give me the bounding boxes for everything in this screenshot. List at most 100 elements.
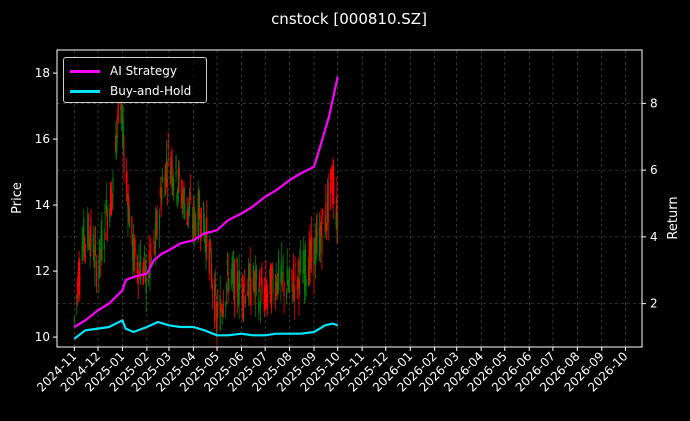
price-candle	[243, 295, 245, 305]
price-candle	[292, 271, 295, 284]
chart-title: cnstock [000810.SZ]	[271, 10, 427, 28]
price-candle	[98, 239, 101, 271]
price-candle	[125, 173, 127, 186]
price-candle	[192, 204, 194, 226]
price-candle	[158, 215, 161, 230]
price-candle	[299, 260, 301, 277]
price-candle	[314, 240, 316, 264]
price-candle	[325, 202, 327, 230]
price-candle	[319, 231, 321, 253]
price-candle	[95, 261, 98, 286]
legend-label-strategy: AI Strategy	[110, 64, 177, 78]
legend-swatch-buyhold	[70, 89, 100, 93]
price-candle	[95, 240, 97, 244]
price-candle	[166, 178, 168, 186]
price-candle	[203, 201, 205, 235]
price-candle	[333, 175, 335, 204]
price-candle	[101, 230, 103, 261]
price-candle	[167, 143, 169, 148]
price-candle	[94, 244, 96, 268]
price-candle	[155, 217, 157, 238]
y-tick-label: 18	[35, 66, 50, 80]
price-candle	[252, 265, 254, 289]
price-candle	[241, 276, 243, 304]
price-candle	[270, 272, 273, 309]
price-candle	[171, 160, 173, 182]
price-candle	[293, 285, 295, 302]
price-candle	[131, 216, 133, 238]
price-candle	[211, 284, 213, 291]
price-candle	[210, 243, 212, 248]
price-candle	[237, 298, 239, 304]
price-candle	[90, 217, 92, 247]
y2-tick-label: 8	[650, 96, 658, 110]
price-candle	[277, 258, 280, 290]
price-candle	[244, 284, 246, 286]
price-candle	[93, 264, 95, 266]
price-candle	[81, 245, 83, 261]
price-candle	[220, 306, 222, 309]
legend-swatch-strategy	[70, 69, 100, 73]
price-candle	[271, 263, 273, 273]
price-candle	[180, 194, 183, 204]
price-candle	[269, 269, 271, 279]
price-candle	[188, 207, 190, 213]
price-candle	[106, 211, 109, 233]
price-candle	[266, 289, 268, 307]
price-candle	[209, 246, 211, 259]
price-candle	[310, 243, 312, 258]
price-candle	[109, 208, 111, 222]
price-candle	[123, 154, 125, 172]
price-candle	[112, 177, 114, 191]
price-candle	[261, 277, 263, 294]
price-candle	[265, 276, 267, 301]
price-candle	[308, 243, 310, 283]
price-candle	[298, 283, 300, 299]
price-candle	[159, 187, 161, 197]
price-candle	[315, 229, 317, 255]
price-candle	[194, 213, 196, 227]
price-candle	[248, 267, 250, 278]
price-candle	[249, 263, 251, 305]
price-candle	[139, 269, 141, 279]
price-candle	[329, 169, 332, 194]
price-candle	[76, 295, 78, 298]
price-candle	[276, 290, 278, 292]
y2-tick-label: 6	[650, 163, 658, 177]
price-candle	[156, 210, 158, 236]
price-candle	[231, 263, 233, 271]
price-candle	[255, 267, 257, 298]
price-candle	[233, 260, 235, 306]
price-candle	[327, 183, 329, 223]
y-tick-label: 10	[35, 330, 50, 344]
y2-axis-label: Return	[666, 196, 681, 239]
price-candle	[175, 156, 177, 176]
price-candle	[303, 249, 305, 272]
price-candle	[82, 239, 84, 246]
price-candle	[144, 261, 146, 280]
price-candle	[183, 185, 185, 190]
price-candle	[83, 218, 85, 256]
price-candle	[139, 256, 142, 285]
price-candle	[318, 226, 321, 257]
price-candle	[275, 275, 277, 290]
legend-item-buyhold: Buy-and-Hold	[70, 81, 200, 101]
price-candle	[208, 242, 210, 275]
price-candle	[106, 199, 108, 214]
price-candle	[143, 252, 146, 256]
price-candle	[83, 237, 86, 248]
price-candle	[198, 193, 200, 226]
price-candle	[264, 288, 266, 296]
price-candle	[92, 233, 94, 253]
price-candle	[332, 172, 334, 191]
price-candle	[117, 117, 119, 121]
price-candle	[188, 202, 191, 216]
legend-item-strategy: AI Strategy	[70, 61, 200, 81]
price-candle	[260, 280, 262, 283]
price-candle	[103, 243, 105, 250]
price-candle	[205, 231, 207, 257]
price-candle	[259, 274, 261, 289]
price-candle	[326, 194, 329, 220]
price-candle	[178, 168, 180, 179]
